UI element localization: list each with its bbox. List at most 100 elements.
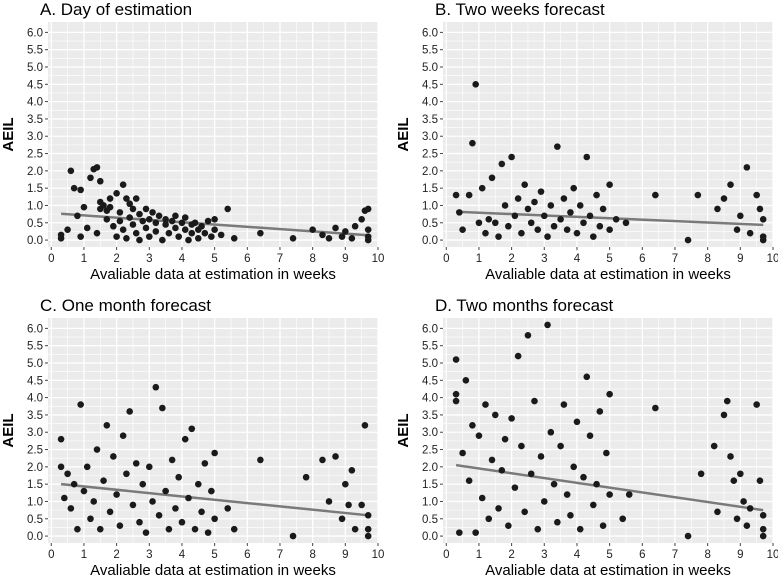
x-tick-label: 5 [606, 549, 612, 561]
y-tick-label: 4.5 [422, 375, 438, 387]
scatter-point [586, 432, 594, 439]
scatter-point [364, 525, 372, 533]
scatter-point [589, 501, 597, 509]
scatter-point [697, 470, 705, 478]
scatter-point [537, 453, 545, 460]
y-tick-label: 2.0 [422, 462, 438, 474]
scatter-point [714, 508, 721, 516]
scatter-point [753, 191, 760, 199]
scatter-point [723, 397, 731, 405]
scatter-point [208, 233, 215, 240]
scatter-point [142, 224, 150, 232]
scatter-point [162, 216, 169, 223]
scatter-point [319, 231, 326, 239]
scatter-point [508, 415, 515, 422]
panel-a: 0 1 2 3 4 5 6 7 8 9 10 0.0 0.5 1.0 1.5 2.0 2.5 3.0 3.5 4.0 4… [0, 0, 384, 283]
scatter-point [518, 442, 525, 450]
x-tick-label: 1 [81, 253, 87, 265]
scatter-point [733, 226, 741, 233]
panel-title: B. Two weeks forecast [435, 0, 605, 19]
scatter-point [531, 198, 538, 206]
scatter-point [459, 226, 466, 233]
scatter-point [488, 456, 496, 464]
scatter-point [580, 219, 587, 227]
scatter-point [501, 435, 509, 443]
gridlines [443, 318, 774, 543]
scatter-point [498, 467, 506, 474]
y-tick-label: 0.0 [27, 235, 43, 247]
scatter-point [505, 522, 512, 529]
scatter-point [514, 195, 522, 202]
y-axis-label: AEIL [395, 117, 412, 151]
scatter-point [547, 428, 555, 436]
scatter-point [603, 449, 610, 457]
scatter-point [332, 224, 339, 232]
scatter-point [596, 408, 604, 415]
scatter-point [100, 202, 107, 209]
scatter-point [720, 195, 728, 202]
y-tick-label: 6.0 [27, 323, 43, 335]
scatter-point [622, 219, 630, 227]
scatter-point [475, 219, 483, 227]
x-tick-label: 9 [737, 549, 743, 561]
scatter-point [123, 195, 130, 202]
scatter-point [159, 404, 166, 412]
scatter-point [527, 219, 535, 227]
y-tick-label: 5.0 [27, 62, 43, 74]
y-tick-label: 4.5 [27, 79, 43, 91]
scatter-point [168, 217, 176, 225]
x-tick-label: 1 [476, 549, 482, 561]
x-tick-label: 5 [211, 549, 217, 561]
x-tick-label: 7 [672, 549, 678, 561]
scatter-point [175, 473, 182, 481]
y-tick-label: 2.0 [422, 166, 438, 178]
scatter-point [77, 233, 84, 240]
scatter-point [714, 205, 721, 213]
scatter-point [201, 460, 209, 467]
y-tick-label: 0.5 [27, 218, 43, 230]
scatter-point [759, 216, 767, 223]
scatter-point [181, 214, 189, 221]
scatter-point [198, 222, 205, 230]
scatter-point [342, 480, 349, 488]
scatter-point [208, 487, 215, 495]
x-tick-label: 5 [606, 253, 612, 265]
scatter-point [155, 212, 163, 220]
x-tick-label: 10 [767, 549, 778, 561]
scatter-point [505, 222, 512, 230]
scatter-point [599, 205, 607, 213]
scatter-points [452, 81, 767, 244]
scatter-point [93, 164, 101, 171]
scatter-point [188, 229, 196, 237]
scatter-point [211, 449, 218, 457]
scatter-point [759, 236, 767, 244]
scatter-point [537, 188, 545, 195]
scatter-point [746, 505, 754, 512]
y-axis-label: AEIL [0, 117, 17, 151]
scatter-point [684, 236, 692, 244]
scatter-point [345, 501, 352, 509]
scatter-point [87, 515, 94, 523]
scatter-point [462, 377, 470, 384]
scatter-point [612, 216, 620, 223]
x-axis-label: Avaliable data at estimation in weeks [90, 562, 336, 577]
scatter-point [478, 184, 486, 192]
scatter-point [217, 231, 225, 239]
y-tick-label: 4.0 [27, 97, 43, 109]
scatter-point [733, 515, 741, 523]
y-tick-label: 1.0 [27, 200, 43, 212]
trend-line [60, 212, 369, 237]
tick-labels: 0 1 2 3 4 5 6 7 8 9 10 0.0 0.5 1.0 1.5 2.0 2.5 3.0 3.5 4.0 4… [27, 323, 384, 561]
x-tick-label: 9 [737, 253, 743, 265]
scatter-point [188, 425, 196, 433]
scatter-point [126, 408, 133, 415]
y-tick-label: 4.0 [27, 393, 43, 405]
tick-labels: 0 1 2 3 4 5 6 7 8 9 10 0.0 0.5 1.0 1.5 2.0 2.5 3.0 3.5 4.0 4… [422, 27, 778, 265]
scatter-point [452, 397, 460, 405]
scatter-point [211, 216, 218, 223]
scatter-point [106, 203, 114, 211]
scatter-point [142, 529, 150, 536]
scatter-point [67, 167, 75, 175]
scatter-point [534, 226, 542, 233]
y-tick-label: 0.5 [422, 218, 438, 230]
